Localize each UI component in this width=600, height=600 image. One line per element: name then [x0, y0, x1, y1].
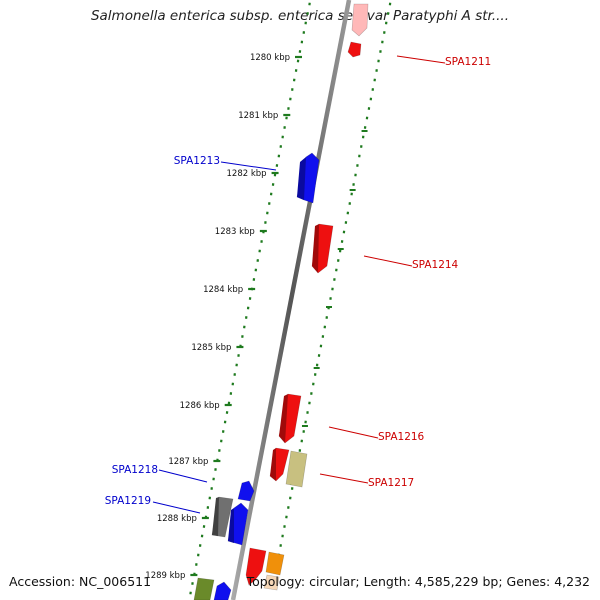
gene-label[interactable]: SPA1218: [112, 464, 158, 476]
gene-shade: [279, 394, 288, 443]
tick-labels: 1280 kbp 1281 kbp 1282 kbp 1283 kbp 1284 kbp…: [145, 53, 290, 581]
gene-shade: [212, 497, 219, 536]
topology-summary: Topology: circular; Length: 4,585,229 bp…: [246, 574, 590, 589]
gene-feature: [237, 480, 255, 502]
gene-label[interactable]: SPA1219: [105, 495, 151, 507]
tick-label: 1283 kbp: [215, 227, 255, 237]
gene-feature: [265, 551, 285, 576]
gene-label-line: [158, 469, 208, 483]
gene-feature: [285, 450, 308, 488]
gene-feature: [263, 574, 280, 591]
tick-label: 1286 kbp: [180, 401, 220, 411]
gene-feature: [213, 581, 232, 600]
gene-label-line: [328, 426, 379, 439]
gene-label-line: [363, 255, 413, 267]
map-title: Salmonella enterica subsp. enterica sero…: [90, 8, 510, 24]
gene-feature: [351, 3, 369, 37]
tick-label: 1282 kbp: [227, 169, 267, 179]
tick-label: 1284 kbp: [203, 285, 243, 295]
tick-label: 1281 kbp: [238, 111, 278, 121]
tick-label: 1289 kbp: [145, 571, 185, 581]
gene-shade: [312, 224, 319, 273]
genome-backbone: [230, 0, 352, 600]
gene-label[interactable]: SPA1216: [378, 431, 425, 443]
tick-label: 1288 kbp: [157, 514, 197, 524]
gene-label-lines: [152, 55, 446, 514]
gene-label[interactable]: SPA1217: [368, 477, 414, 489]
gene-features: [193, 3, 369, 600]
inner-tick-ring: [189, 2, 311, 595]
gene-label-line: [152, 501, 201, 514]
gene-shade: [228, 508, 234, 543]
tick-label: 1280 kbp: [250, 53, 290, 63]
tick-label: 1285 kbp: [191, 343, 231, 353]
gene-feature: [347, 41, 362, 58]
gene-feature: [245, 547, 267, 586]
gene-label-line: [220, 161, 277, 171]
gene-shade: [270, 448, 276, 481]
accession-text: Accession: NC_006511: [9, 574, 152, 589]
gene-label-line: [319, 473, 369, 484]
gene-feature: [193, 577, 215, 600]
gene-label[interactable]: SPA1214: [412, 259, 459, 271]
gene-shade: [297, 157, 306, 200]
gene-labels: SPA1211 SPA1213 SPA1214 SPA1216 SPA1217 SPA12…: [105, 56, 491, 507]
gene-label[interactable]: SPA1213: [174, 155, 220, 167]
tick-label: 1287 kbp: [168, 457, 208, 467]
gene-label[interactable]: SPA1211: [445, 56, 491, 68]
gene-label-line: [396, 55, 446, 64]
